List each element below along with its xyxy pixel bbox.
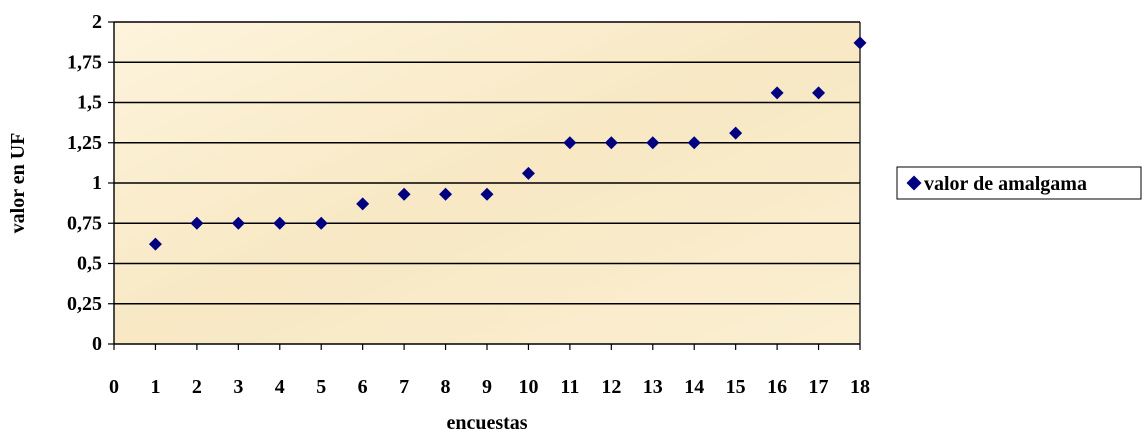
legend-box [896, 166, 1142, 200]
y-tick-label: 0,75 [67, 212, 102, 234]
data-point [314, 216, 328, 230]
x-tick-label: 7 [399, 376, 409, 398]
x-tick-label: 0 [109, 376, 119, 398]
data-point [273, 216, 287, 230]
data-point [190, 216, 204, 230]
y-tick-label: 1,5 [77, 92, 102, 114]
x-tick-label: 3 [233, 376, 243, 398]
data-point [646, 136, 660, 150]
data-point [439, 187, 453, 201]
data-point [812, 86, 826, 100]
x-tick-label: 8 [441, 376, 451, 398]
data-point [231, 216, 245, 230]
data-point [729, 126, 743, 140]
data-point [480, 187, 494, 201]
y-tick-label: 0 [92, 333, 102, 355]
x-tick-label: 13 [643, 376, 663, 398]
x-tick-label: 4 [275, 376, 285, 398]
y-tick-label: 1,75 [67, 51, 102, 73]
y-tick-label: 2 [92, 11, 102, 33]
data-point [148, 237, 162, 251]
data-points [148, 36, 867, 251]
data-point [563, 136, 577, 150]
data-point [770, 86, 784, 100]
x-tick-label: 10 [518, 376, 538, 398]
axes [108, 21, 861, 350]
y-tick-label: 1 [92, 172, 102, 194]
data-point [521, 166, 535, 180]
x-tick-label: 9 [482, 376, 492, 398]
legend: valor de amalgama [896, 166, 1142, 200]
legend-label: valor de amalgama [924, 173, 1087, 195]
x-tick-label: 5 [316, 376, 326, 398]
x-tick-label: 16 [767, 376, 787, 398]
x-tick-label: 15 [726, 376, 746, 398]
x-tick-label: 14 [684, 376, 704, 398]
x-tick-label: 12 [601, 376, 621, 398]
y-tick-label: 0,25 [67, 293, 102, 315]
x-tick-label: 11 [560, 376, 579, 398]
data-point [853, 36, 867, 50]
y-tick-label: 1,25 [67, 132, 102, 154]
x-tick-label: 18 [850, 376, 870, 398]
y-tick-label: 0,5 [77, 253, 102, 275]
data-point [397, 187, 411, 201]
x-tick-label: 2 [192, 376, 202, 398]
data-point [356, 197, 370, 211]
x-tick-label: 1 [150, 376, 160, 398]
x-tick-label: 17 [809, 376, 829, 398]
x-tick-label: 6 [358, 376, 368, 398]
y-axis-label: valor en UF [7, 133, 29, 234]
data-point [687, 136, 701, 150]
data-point [604, 136, 618, 150]
x-axis-label: encuestas [446, 412, 527, 434]
legend-marker-diamond-icon [906, 175, 922, 191]
